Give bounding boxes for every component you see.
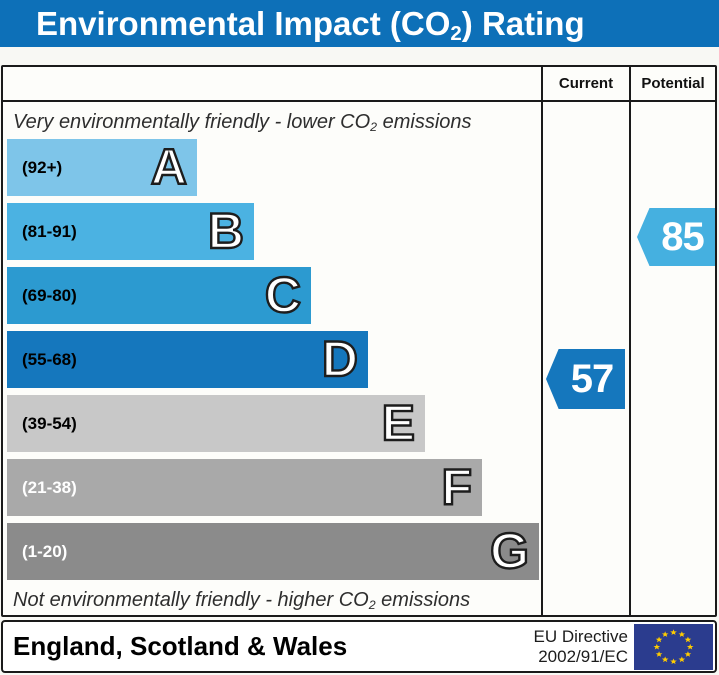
- current-column-header: Current: [558, 75, 614, 92]
- band-range-c: (69-80): [22, 286, 77, 305]
- band-range-f: (21-38): [22, 478, 77, 497]
- current-rating-arrow: 57: [546, 349, 625, 409]
- band-letter-e: E: [380, 394, 416, 452]
- region-label: England, Scotland & Wales: [13, 631, 348, 661]
- band-row-g: (1-20) G: [7, 522, 539, 580]
- top-note: Very environmentally friendly - lower CO…: [13, 111, 472, 134]
- potential-rating-arrow: 85: [637, 208, 715, 266]
- rating-chart: Current Potential Very environmentally f…: [1, 65, 717, 617]
- header-divider: [3, 100, 715, 102]
- band-row-b: (81-91) B: [7, 202, 254, 260]
- chart-title-text: Environmental Impact (CO: [36, 5, 451, 42]
- band-letter-b: B: [207, 202, 246, 260]
- potential-column-header: Potential: [641, 75, 705, 92]
- band-row-d: (55-68) D: [7, 330, 368, 388]
- band-letter-c: C: [264, 266, 303, 324]
- column-divider-potential: [629, 67, 631, 615]
- chart-title: Environmental Impact (CO2) Rating: [0, 0, 719, 47]
- band-range-g: (1-20): [22, 542, 68, 561]
- band-letter-g: G: [489, 522, 530, 580]
- band-letter-a: A: [150, 138, 189, 196]
- chart-title-subscript: 2: [450, 21, 462, 45]
- band-range-d: (55-68): [22, 350, 77, 369]
- band-range-a: (92+): [22, 158, 63, 177]
- footer: England, Scotland & Wales EU Directive 2…: [1, 620, 717, 673]
- band-row-a: (92+) A: [7, 138, 197, 196]
- chart-title-text-end: ) Rating: [461, 5, 585, 42]
- band-range-b: (81-91): [22, 222, 77, 241]
- column-divider-current: [541, 67, 543, 615]
- bottom-note: Not environmentally friendly - higher CO…: [13, 589, 471, 612]
- band-range-e: (39-54): [22, 414, 77, 433]
- band-letter-f: F: [440, 458, 473, 516]
- band-row-e: (39-54) E: [7, 394, 425, 452]
- eu-flag-icon: [634, 623, 713, 670]
- band-row-f: (21-38) F: [7, 458, 482, 516]
- band-row-c: (69-80) C: [7, 266, 311, 324]
- eu-directive-label: EU Directive 2002/91/EC: [533, 626, 628, 666]
- band-letter-d: D: [321, 330, 360, 388]
